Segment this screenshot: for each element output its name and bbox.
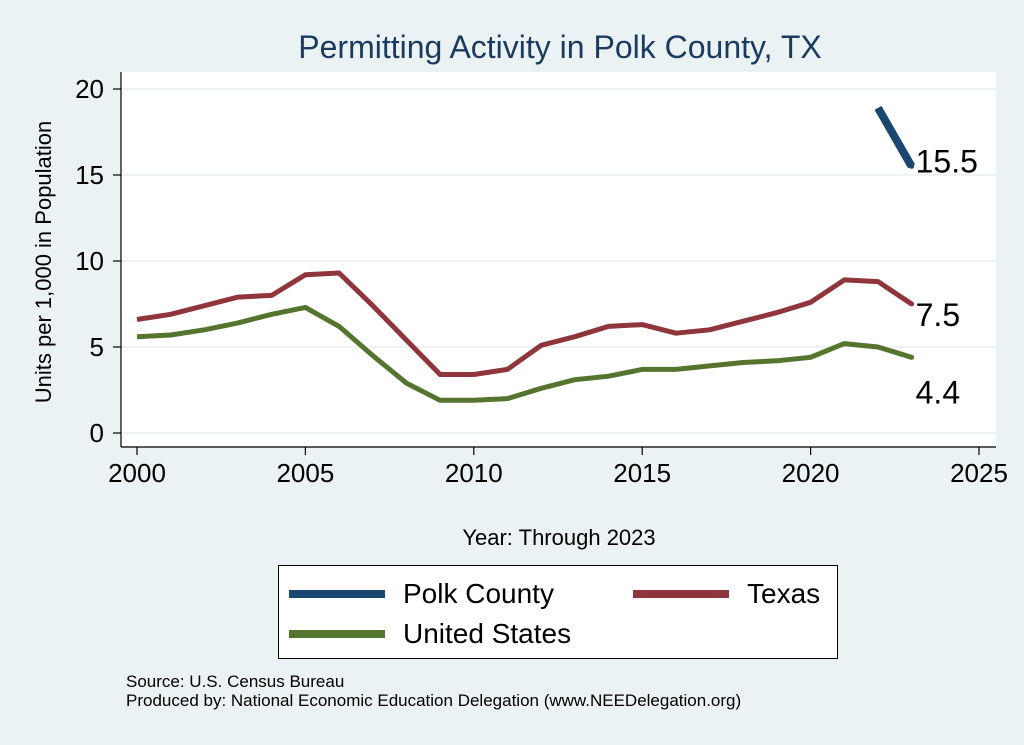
series-line-polk-county [874,105,916,169]
plot-area [121,72,996,446]
legend-swatch-polk-county [289,590,385,598]
y-tick-label: 10 [75,246,104,276]
gridlines [121,88,996,434]
legend-swatch-texas [633,590,729,598]
y-axis-label: Units per 1,000 in Population [31,121,56,404]
x-tick-label: 2000 [108,458,166,488]
x-tick-label: 2025 [950,458,1008,488]
legend-item-polk-county: Polk County [289,578,554,610]
end-point-polk-county [909,163,915,169]
x-tick-label: 2015 [613,458,671,488]
legend-label: Polk County [403,578,554,609]
produced-by-text: Produced by: National Economic Education… [126,691,742,710]
legend-item-united-states: United States [289,618,571,650]
y-tick-label: 15 [75,160,104,190]
x-tick-label: 2010 [445,458,503,488]
source-note: Source: U.S. Census Bureau Produced by: … [126,672,741,710]
series-line-texas [136,270,913,377]
legend-label: United States [403,618,572,649]
y-tick-label: 20 [75,74,104,104]
end-label-united-states: 4.4 [916,374,960,410]
end-point-united-states [909,354,915,360]
end-labels: 15.5 7.5 4.4 [916,143,978,410]
end-point-texas [909,301,915,307]
x-tick-label: 2005 [276,458,334,488]
chart-title: Permitting Activity in Polk County, TX [298,29,821,65]
y-tick-label: 0 [90,418,104,448]
series-lines [136,105,916,403]
series-line-united-states [136,304,913,403]
legend-label: Texas [747,578,821,609]
legend-item-texas: Texas [633,578,820,610]
x-axis-label: Year: Through 2023 [462,525,655,550]
end-label-polk-county: 15.5 [916,143,978,179]
legend-swatch-united-states [289,630,385,638]
axis-ticks: 0 5 10 15 20 2000 2005 2010 2015 2020 2025 [75,74,1008,488]
y-tick-label: 5 [90,332,104,362]
end-label-texas: 7.5 [916,297,960,333]
x-tick-label: 2020 [782,458,840,488]
source-text: Source: U.S. Census Bureau [126,672,345,691]
legend: Polk County Texas United States [278,565,838,659]
